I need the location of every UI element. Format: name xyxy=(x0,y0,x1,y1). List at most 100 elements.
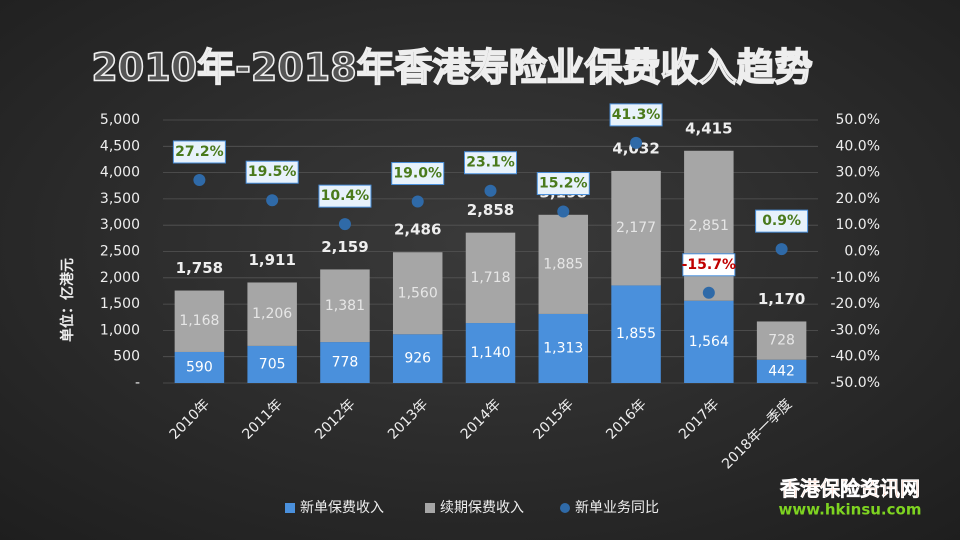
point xyxy=(557,205,570,218)
y-tick-label: - xyxy=(135,375,140,391)
y2-tick-label: -40.0% xyxy=(830,349,880,365)
y2-tick-label: 30.0% xyxy=(836,165,880,181)
bar-value-label: 1,855 xyxy=(616,326,656,342)
bar-segment xyxy=(611,285,661,383)
point-label-box xyxy=(609,103,663,127)
watermark-name: 香港保险资讯网 xyxy=(780,477,920,501)
point-label-box xyxy=(391,162,445,186)
y-tick-label: 3,500 xyxy=(100,191,140,207)
bar-segment xyxy=(611,170,661,286)
point-label: 0.9% xyxy=(762,213,801,229)
y-tick-label: 1,500 xyxy=(100,296,140,312)
point-label: 27.2% xyxy=(175,144,224,160)
y2-tick-label: 40.0% xyxy=(836,138,880,154)
point-label: 19.5% xyxy=(248,164,297,180)
bar-value-label: 1,718 xyxy=(470,270,510,286)
bar-value-label: 1,381 xyxy=(325,298,365,314)
bar-segment xyxy=(392,252,443,335)
bar-value-label: 728 xyxy=(768,333,795,349)
legend-label: 新单业务同比 xyxy=(575,500,659,516)
point-label-box xyxy=(464,151,517,175)
y2-tick-label: 50.0% xyxy=(836,112,880,128)
bar-value-label: 1,564 xyxy=(689,334,729,350)
bar-value-label: 1,140 xyxy=(470,345,510,361)
total-label: 1,911 xyxy=(248,251,295,269)
bar-value-label: 926 xyxy=(404,351,431,367)
bar-segment xyxy=(756,359,807,383)
bar-segment xyxy=(538,313,589,383)
bar-segment xyxy=(684,300,734,383)
point-label-box xyxy=(682,253,736,277)
bar-segment xyxy=(247,282,297,346)
watermark-url: www.hkinsu.com xyxy=(779,501,922,519)
bar-segment xyxy=(174,351,225,383)
y-tick-label: 500 xyxy=(113,349,140,365)
point-label: 19.0% xyxy=(393,166,442,182)
point xyxy=(338,218,351,231)
bar-value-label: 705 xyxy=(259,356,286,372)
bar-segment xyxy=(174,290,225,352)
y2-tick-label: -10.0% xyxy=(830,270,880,286)
bar-segment xyxy=(465,232,516,324)
point xyxy=(484,184,497,197)
point-label-box xyxy=(536,172,590,196)
bar-value-label: 590 xyxy=(186,359,213,375)
point-label: 41.3% xyxy=(612,107,661,123)
point xyxy=(411,195,424,208)
total-label: 1,758 xyxy=(176,259,223,277)
bar-value-label: 442 xyxy=(768,363,795,379)
total-label: 2,858 xyxy=(467,201,514,219)
total-label: 2,159 xyxy=(321,238,368,256)
y2-tick-label: -50.0% xyxy=(830,375,880,391)
bar-value-label: 1,168 xyxy=(179,313,219,329)
legend-marker xyxy=(425,503,435,513)
y2-tick-label: -30.0% xyxy=(830,322,880,338)
bar-value-label: 1,885 xyxy=(543,256,583,272)
y-tick-label: 2,500 xyxy=(100,244,140,260)
legend-marker xyxy=(285,503,295,513)
y2-tick-label: 0.0% xyxy=(844,244,880,260)
bar-segment xyxy=(320,269,370,343)
bar-segment xyxy=(465,323,516,383)
bar-value-label: 1,560 xyxy=(398,285,438,301)
legend-label: 续期保费收入 xyxy=(440,499,524,516)
y-tick-label: 4,500 xyxy=(100,138,140,154)
point xyxy=(266,194,279,207)
bar-value-label: 1,206 xyxy=(252,306,292,322)
y2-tick-label: 10.0% xyxy=(836,217,880,233)
legend-label: 新单保费收入 xyxy=(300,500,384,516)
bar-value-label: 2,177 xyxy=(616,220,656,236)
point-label-box xyxy=(172,140,226,164)
chart-title: 2010年-2018年香港寿险业保费收入趋势 xyxy=(91,46,812,90)
y2-tick-label: 20.0% xyxy=(836,191,880,207)
bar-value-label: 1,313 xyxy=(543,340,583,356)
point-label: 10.4% xyxy=(321,188,370,204)
total-label: 1,170 xyxy=(758,290,805,308)
y-tick-label: 5,000 xyxy=(100,112,140,128)
point xyxy=(702,286,715,299)
bar-value-label: 2,851 xyxy=(689,218,729,234)
bar-segment xyxy=(247,345,297,383)
bar-segment xyxy=(756,321,807,360)
point-label: 15.2% xyxy=(539,176,588,192)
point xyxy=(193,173,206,186)
y-tick-label: 4,000 xyxy=(100,165,140,181)
y-tick-label: 3,000 xyxy=(100,217,140,233)
total-label: 2,486 xyxy=(394,221,441,239)
y-tick-label: 2,000 xyxy=(100,270,140,286)
point-label: 23.1% xyxy=(466,155,515,171)
point-label-box xyxy=(755,209,809,233)
bar-segment xyxy=(320,342,370,383)
bar-segment xyxy=(538,214,589,314)
bar-segment xyxy=(392,334,443,383)
point-label-box xyxy=(318,184,372,208)
point xyxy=(630,136,643,149)
bar-value-label: 778 xyxy=(332,355,359,371)
point-label-box xyxy=(245,160,299,184)
legend-marker xyxy=(560,503,570,513)
point xyxy=(775,243,788,256)
y-axis-label: 单位：亿港元 xyxy=(59,258,76,342)
point-label: -15.7% xyxy=(682,257,736,273)
y2-tick-label: -20.0% xyxy=(830,296,880,312)
